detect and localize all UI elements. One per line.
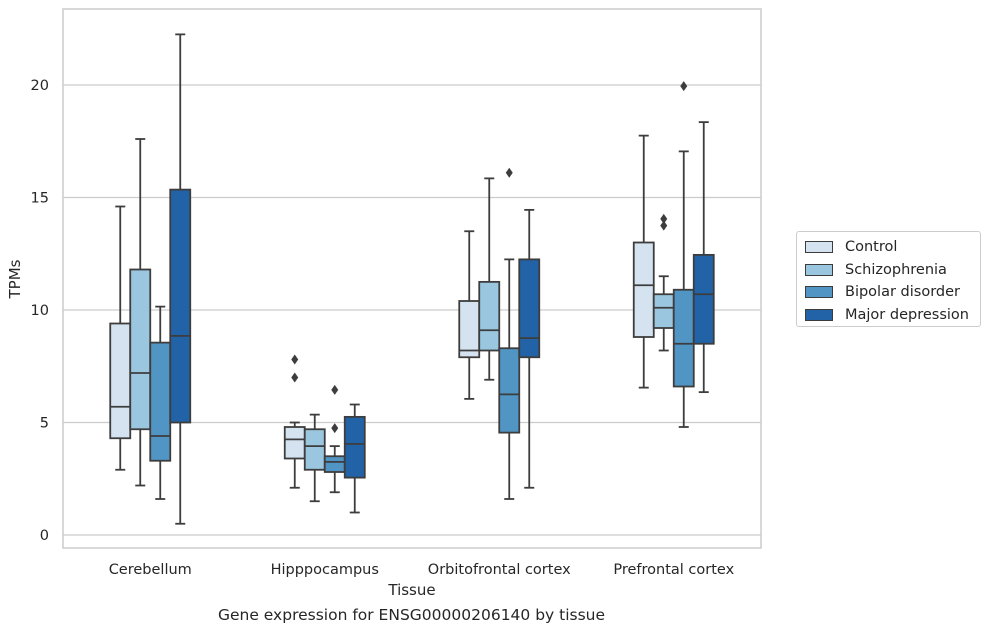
legend-item: Major depression	[805, 304, 972, 327]
legend-item: Control	[805, 236, 972, 259]
box-series	[109, 33, 715, 525]
box-major-depression	[518, 208, 541, 489]
box-body	[109, 322, 132, 440]
box-body	[129, 268, 152, 431]
box-control	[283, 354, 306, 489]
y-tick-label: 0	[40, 528, 49, 544]
box-body	[632, 241, 655, 338]
x-tick-label: Orbitofrontal cortex	[428, 562, 571, 578]
chart-title: Gene expression for ENSG00000206140 by t…	[217, 606, 606, 624]
x-tick-label: Hipppocampus	[271, 562, 379, 578]
x-tick-label: Cerebellum	[109, 562, 192, 578]
box-bipolar-disorder	[323, 384, 346, 494]
y-tick-labels: 0 5 10 15 20	[31, 78, 49, 544]
box-major-depression	[692, 121, 715, 394]
box-body	[323, 455, 346, 473]
box-body	[672, 288, 695, 388]
box-body	[169, 188, 192, 424]
box-body	[343, 415, 366, 479]
legend-item: Bipolar disorder	[805, 281, 972, 304]
box-control	[458, 230, 481, 400]
box-body	[303, 428, 326, 471]
legend: Control Schizophrenia Bipolar disorder Majo…	[796, 231, 981, 327]
y-tick-label: 10	[31, 303, 49, 319]
box-schizophrenia	[303, 413, 326, 503]
box-body	[518, 258, 541, 359]
legend-swatch	[805, 286, 833, 299]
legend-swatch	[805, 308, 833, 321]
box-body	[652, 293, 675, 329]
outlier-point	[291, 354, 299, 365]
box-control	[109, 205, 132, 471]
x-tick-labels: Cerebellum Hipppocampus Orbitofrontal cort…	[109, 562, 735, 578]
plot-frame	[62, 8, 762, 549]
legend-label: Major depression	[845, 306, 969, 323]
y-tick-label: 20	[31, 78, 49, 94]
outlier-point	[291, 372, 299, 383]
box-control	[632, 134, 655, 389]
box-body	[498, 347, 521, 434]
box-major-depression	[169, 33, 192, 525]
legend-label: Bipolar disorder	[845, 284, 960, 301]
box-schizophrenia	[652, 213, 675, 352]
y-axis-label: TPMs	[6, 259, 24, 299]
legend-swatch	[805, 241, 833, 254]
legend-item: Schizophrenia	[805, 259, 972, 282]
y-tick-label: 5	[40, 416, 49, 432]
x-axis-label: Tissue	[387, 581, 435, 599]
box-body	[692, 253, 715, 345]
legend-label: Schizophrenia	[845, 261, 947, 278]
legend-label: Control	[845, 239, 898, 256]
outlier-point	[660, 213, 668, 224]
box-bipolar-disorder	[672, 81, 695, 428]
box-body	[478, 280, 501, 352]
box-body	[283, 426, 306, 460]
x-tick-label: Prefrontal cortex	[613, 562, 734, 578]
box-major-depression	[343, 403, 366, 514]
box-body	[149, 341, 172, 462]
outlier-point	[680, 81, 688, 92]
box-body	[458, 300, 481, 359]
outlier-point	[660, 220, 668, 231]
y-tick-label: 15	[31, 191, 49, 207]
box-bipolar-disorder	[498, 167, 521, 500]
box-schizophrenia	[478, 177, 501, 381]
outlier-point	[331, 384, 339, 395]
outlier-point	[331, 423, 339, 434]
legend-swatch	[805, 263, 833, 276]
outlier-point	[505, 167, 513, 178]
